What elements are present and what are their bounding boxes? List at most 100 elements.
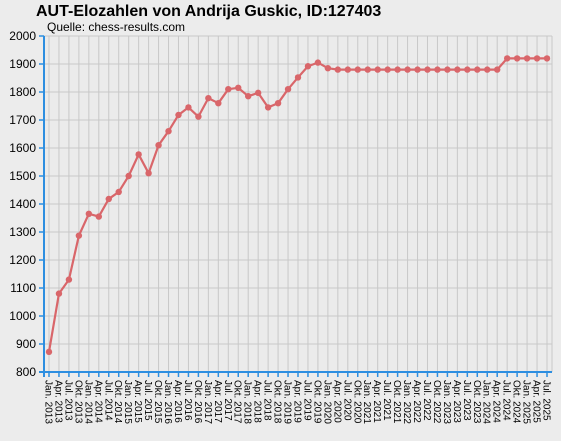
data-point-43	[474, 66, 481, 73]
data-point-27	[314, 59, 322, 66]
data-point-6	[105, 195, 112, 203]
data-point-23	[274, 100, 282, 107]
x-tick-label-30: Jul. 2020	[341, 380, 352, 421]
x-tick-label-40: Jan. 2023	[441, 380, 452, 424]
x-tick-label-34: Jul. 2021	[381, 380, 392, 421]
data-point-13	[175, 111, 182, 119]
y-tick-label-0: 800	[16, 365, 36, 379]
data-point-40	[444, 66, 451, 73]
x-tick-label-24: Jan. 2019	[282, 380, 293, 424]
data-point-45	[494, 66, 501, 73]
data-point-15	[195, 113, 202, 120]
data-point-37	[414, 66, 421, 73]
data-point-16	[205, 94, 212, 102]
x-tick-label-10: Jul. 2015	[142, 380, 153, 421]
data-point-48	[523, 55, 531, 62]
data-point-35	[394, 66, 401, 73]
data-point-31	[354, 66, 361, 73]
y-axis-ticks: 800 900 1000 1100 1200 1300 1400 1500 1600 1700 18…	[9, 29, 44, 379]
x-tick-label-25: Apr. 2019	[292, 380, 303, 423]
x-tick-label-18: Jul. 2017	[222, 380, 233, 421]
x-tick-label-1: Apr. 2013	[52, 380, 63, 423]
series-group	[45, 55, 551, 356]
x-tick-label-46: Jul. 2024	[501, 380, 512, 421]
y-tick-label-4: 1200	[9, 253, 36, 267]
data-point-25	[294, 74, 302, 81]
data-point-24	[284, 86, 292, 93]
x-tick-label-21: Apr. 2018	[252, 380, 263, 423]
data-point-20	[245, 93, 252, 100]
data-point-32	[364, 66, 371, 73]
grid	[44, 35, 553, 373]
x-tick-label-37: Apr. 2022	[411, 380, 422, 423]
data-point-8	[125, 172, 132, 180]
data-point-1	[55, 290, 63, 297]
x-tick-label-32: Jan. 2021	[361, 380, 372, 424]
y-tick-label-10: 1800	[9, 85, 36, 99]
axes	[39, 36, 552, 377]
x-tick-label-14: Jul. 2016	[182, 380, 193, 421]
y-tick-label-1: 900	[16, 337, 36, 351]
data-point-42	[464, 66, 471, 73]
data-point-14	[185, 104, 192, 111]
data-point-2	[65, 276, 73, 283]
x-tick-label-11: Okt. 2015	[152, 380, 163, 424]
y-tick-label-11: 1900	[9, 57, 36, 71]
data-point-50	[543, 55, 551, 62]
x-tick-label-50: Jul. 2025	[541, 380, 552, 421]
y-tick-label-12: 2000	[9, 29, 36, 43]
data-point-11	[155, 142, 162, 149]
x-tick-label-19: Okt. 2017	[232, 380, 243, 424]
y-tick-label-8: 1600	[9, 141, 36, 155]
data-point-29	[334, 66, 342, 73]
x-tick-label-5: Apr. 2014	[92, 380, 103, 423]
data-point-7	[115, 188, 122, 196]
x-tick-label-9: Apr. 2015	[132, 380, 143, 423]
y-tick-label-9: 1700	[9, 113, 36, 127]
x-tick-label-3: Okt. 2013	[72, 380, 83, 424]
x-tick-label-13: Apr. 2016	[172, 380, 183, 423]
y-tick-label-3: 1100	[10, 281, 36, 295]
x-tick-label-16: Jan. 2017	[202, 380, 213, 424]
x-tick-label-22: Jul. 2018	[262, 380, 273, 421]
data-point-47	[513, 55, 521, 62]
x-tick-label-6: Jul. 2014	[102, 380, 113, 421]
x-tick-label-28: Jan. 2020	[321, 380, 332, 424]
x-tick-label-38: Jul. 2022	[421, 380, 432, 421]
data-point-49	[533, 55, 541, 62]
x-tick-label-44: Jan. 2024	[481, 380, 492, 424]
data-point-3	[75, 232, 83, 239]
data-point-39	[434, 66, 441, 73]
data-point-4	[85, 210, 93, 217]
x-tick-label-15: Okt. 2016	[192, 380, 203, 424]
y-tick-label-6: 1400	[9, 197, 36, 211]
data-point-10	[145, 170, 152, 177]
data-point-26	[304, 63, 312, 70]
y-tick-label-2: 1000	[9, 309, 36, 323]
data-point-46	[503, 55, 511, 62]
x-tick-label-33: Apr. 2021	[371, 380, 382, 423]
x-tick-label-29: Apr. 2020	[331, 380, 342, 423]
data-point-19	[235, 84, 242, 92]
x-tick-label-47: Okt. 2024	[511, 380, 522, 424]
data-point-17	[215, 100, 222, 107]
x-tick-label-20: Jan. 2018	[242, 380, 253, 424]
data-point-34	[384, 66, 391, 73]
y-tick-label-5: 1300	[9, 225, 36, 239]
x-tick-label-31: Okt. 2020	[351, 380, 362, 424]
data-point-22	[264, 104, 272, 111]
x-tick-label-7: Okt. 2014	[112, 380, 123, 424]
x-tick-label-39: Okt. 2022	[431, 380, 442, 424]
data-point-38	[424, 66, 431, 73]
x-tick-label-23: Okt. 2018	[272, 380, 283, 424]
x-tick-label-8: Jan. 2015	[122, 380, 133, 424]
x-tick-label-48: Jan. 2025	[521, 380, 532, 424]
x-tick-label-49: Apr. 2025	[531, 380, 542, 423]
x-tick-label-27: Okt. 2019	[311, 380, 322, 424]
chart-subtitle: Quelle: chess-results.com	[47, 20, 185, 34]
data-point-28	[324, 65, 332, 72]
x-tick-label-43: Okt. 2023	[471, 380, 482, 424]
data-point-12	[165, 128, 172, 135]
